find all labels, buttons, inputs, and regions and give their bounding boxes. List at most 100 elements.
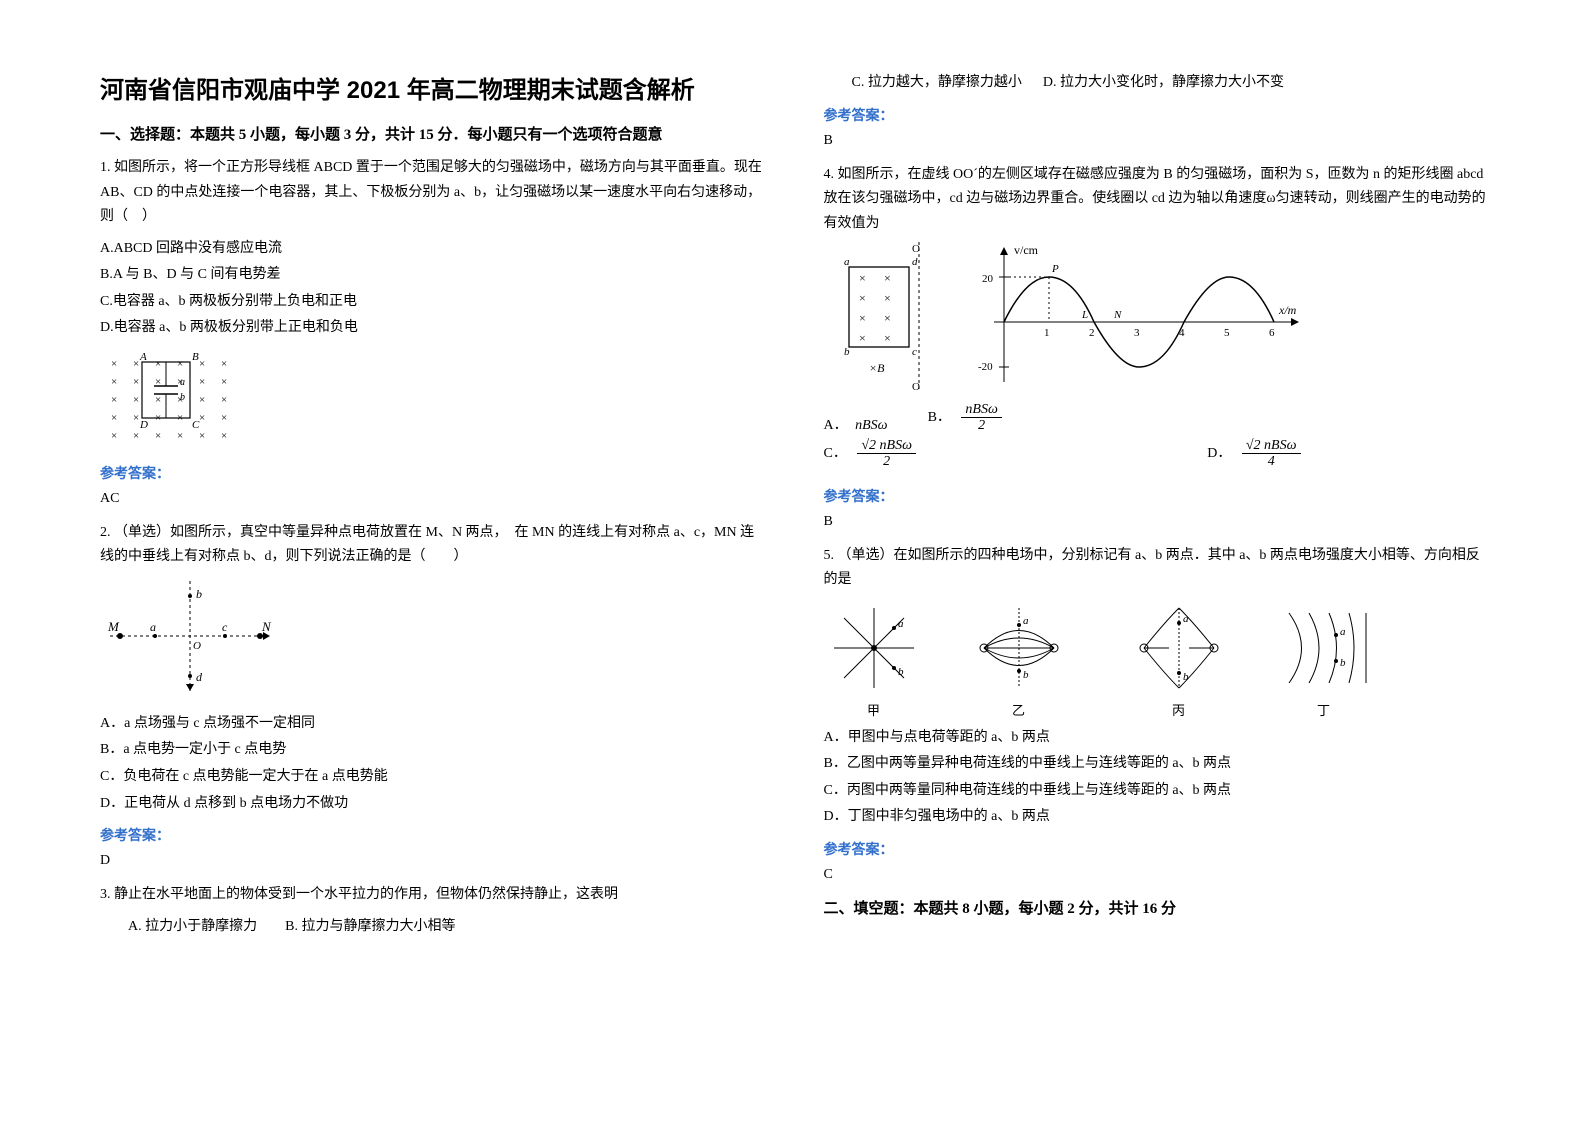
q2-optB: B．a 点电势一定小于 c 点电势 xyxy=(100,737,764,764)
q4-optC-frac: √2 nBSω 2 xyxy=(857,438,916,470)
svg-text:×: × xyxy=(221,376,227,388)
svg-text:×: × xyxy=(177,358,183,370)
svg-text:b: b xyxy=(1340,657,1346,669)
svg-text:O: O xyxy=(912,243,920,255)
q4-optD-den: 4 xyxy=(1242,454,1301,469)
svg-text:×: × xyxy=(199,394,205,406)
svg-text:a: a xyxy=(150,620,156,634)
svg-text:×: × xyxy=(111,376,117,388)
svg-text:×: × xyxy=(884,271,891,285)
svg-text:×: × xyxy=(155,358,161,370)
svg-text:×: × xyxy=(884,331,891,345)
svg-text:×: × xyxy=(155,430,161,442)
svg-text:b: b xyxy=(844,346,850,358)
svg-text:M: M xyxy=(107,619,120,634)
q3-answer: B xyxy=(824,133,1488,149)
q1-optC: C.电容器 a、b 两极板分别带上负电和正电 xyxy=(100,289,764,316)
svg-text:×: × xyxy=(111,394,117,406)
svg-text:N: N xyxy=(1113,309,1122,321)
svg-text:c: c xyxy=(912,346,917,358)
svg-text:×: × xyxy=(155,394,161,406)
q4-optA-label: A． xyxy=(824,418,848,433)
q3-row2: C. 拉力越大，静摩擦力越小 D. 拉力大小变化时，静摩擦力大小不变 xyxy=(824,70,1488,97)
svg-text:×: × xyxy=(199,376,205,388)
q3-optB: B. 拉力与静摩擦力大小相等 xyxy=(285,919,455,934)
q5-optC: C．丙图中两等量同种电荷连线的中垂线上与连线等距的 a、b 两点 xyxy=(824,778,1488,805)
q2-optC: C．负电荷在 c 点电势能一定大于在 a 点电势能 xyxy=(100,764,764,791)
svg-text:×: × xyxy=(221,394,227,406)
svg-text:×: × xyxy=(199,430,205,442)
svg-text:×: × xyxy=(133,358,139,370)
svg-text:P: P xyxy=(1051,263,1059,275)
svg-text:b: b xyxy=(180,392,185,403)
q3-optC: C. 拉力越大，静摩擦力越小 xyxy=(852,75,1022,90)
q5-answer-label: 参考答案： xyxy=(824,839,1488,859)
svg-text:L: L xyxy=(1081,309,1088,321)
svg-text:×B: ×B xyxy=(869,361,885,375)
svg-text:-20: -20 xyxy=(978,361,993,373)
svg-text:2: 2 xyxy=(1089,327,1095,339)
q1-optB: B.A 与 B、D 与 C 间有电势差 xyxy=(100,262,764,289)
svg-text:O: O xyxy=(912,381,920,392)
q5-cap1: 甲 xyxy=(824,700,924,719)
svg-text:×: × xyxy=(133,412,139,424)
q1-answer-label: 参考答案： xyxy=(100,463,764,483)
q4-optB-den: 2 xyxy=(961,418,1001,433)
svg-text:a: a xyxy=(1023,615,1029,627)
q2-optD: D．正电荷从 d 点移到 b 点电场力不做功 xyxy=(100,791,764,818)
svg-text:a: a xyxy=(1183,613,1189,625)
svg-text:C: C xyxy=(192,419,200,431)
svg-text:×: × xyxy=(133,394,139,406)
q2-stem: 2. （单选）如图所示，真空中等量异种点电荷放置在 M、N 两点， 在 MN 的… xyxy=(100,521,764,570)
q1-stem: 1. 如图所示，将一个正方形导线框 ABCD 置于一个范围足够大的匀强磁场中，磁… xyxy=(100,156,764,230)
q5-answer: C xyxy=(824,867,1488,883)
svg-text:v/cm: v/cm xyxy=(1014,243,1039,257)
svg-text:b: b xyxy=(1023,669,1029,681)
svg-text:×: × xyxy=(111,358,117,370)
q5-optD: D．丁图中非匀强电场中的 a、b 两点 xyxy=(824,804,1488,831)
q5-cap4: 丁 xyxy=(1274,700,1374,719)
q5-optB: B．乙图中两等量异种电荷连线的中垂线上与连线等距的 a、b 两点 xyxy=(824,751,1488,778)
svg-text:×: × xyxy=(199,358,205,370)
svg-text:a: a xyxy=(1340,626,1346,638)
q4-figure: O O a b c d ×B ×× ×× ×× xyxy=(824,242,1488,392)
svg-text:b: b xyxy=(1183,671,1189,683)
svg-text:×: × xyxy=(199,412,205,424)
q4-opt-row2: C． √2 nBSω 2 D． √2 nBSω 4 xyxy=(824,438,1304,470)
svg-text:×: × xyxy=(884,291,891,305)
q3-answer-label: 参考答案： xyxy=(824,105,1488,125)
q3-row1: A. 拉力小于静摩擦力 B. 拉力与静摩擦力大小相等 xyxy=(100,914,764,941)
svg-text:x/m: x/m xyxy=(1278,303,1297,317)
q5-cap3: 丙 xyxy=(1114,700,1244,719)
svg-text:×: × xyxy=(859,331,866,345)
svg-text:×: × xyxy=(111,430,117,442)
svg-text:a: a xyxy=(898,618,904,630)
svg-text:6: 6 xyxy=(1269,327,1275,339)
svg-text:a: a xyxy=(180,377,185,388)
svg-text:A: A xyxy=(139,351,147,363)
q4-optD-label: D． xyxy=(1207,446,1231,461)
page-title: 河南省信阳市观庙中学 2021 年高二物理期末试题含解析 xyxy=(100,70,764,105)
q4-optD-frac: √2 nBSω 4 xyxy=(1242,438,1301,470)
svg-text:b: b xyxy=(898,666,904,678)
q4-optD-num: √2 nBSω xyxy=(1242,438,1301,454)
svg-text:c: c xyxy=(222,620,228,634)
svg-text:O: O xyxy=(193,640,201,652)
q4-answer-label: 参考答案： xyxy=(824,486,1488,506)
q5-optA: A．甲图中与点电荷等距的 a、b 两点 xyxy=(824,725,1488,752)
svg-text:×: × xyxy=(859,311,866,325)
svg-text:×: × xyxy=(111,412,117,424)
svg-text:B: B xyxy=(192,351,199,363)
svg-text:×: × xyxy=(859,271,866,285)
q5-stem: 5. （单选）在如图所示的四种电场中，分别标记有 a、b 两点．其中 a、b 两… xyxy=(824,544,1488,593)
svg-text:D: D xyxy=(139,419,148,431)
q2-answer: D xyxy=(100,853,764,869)
svg-text:b: b xyxy=(196,587,202,601)
q4-optC-den: 2 xyxy=(857,454,916,469)
svg-text:4: 4 xyxy=(1179,327,1185,339)
svg-text:3: 3 xyxy=(1134,327,1140,339)
q1-figure: ×××××××××××××××××××××××××××××× A B C D a… xyxy=(100,348,764,453)
q5-figures: a b 甲 xyxy=(824,603,1488,719)
q2-figure: M N a c b d O xyxy=(100,576,764,701)
q4-optB-num: nBSω xyxy=(961,402,1001,418)
